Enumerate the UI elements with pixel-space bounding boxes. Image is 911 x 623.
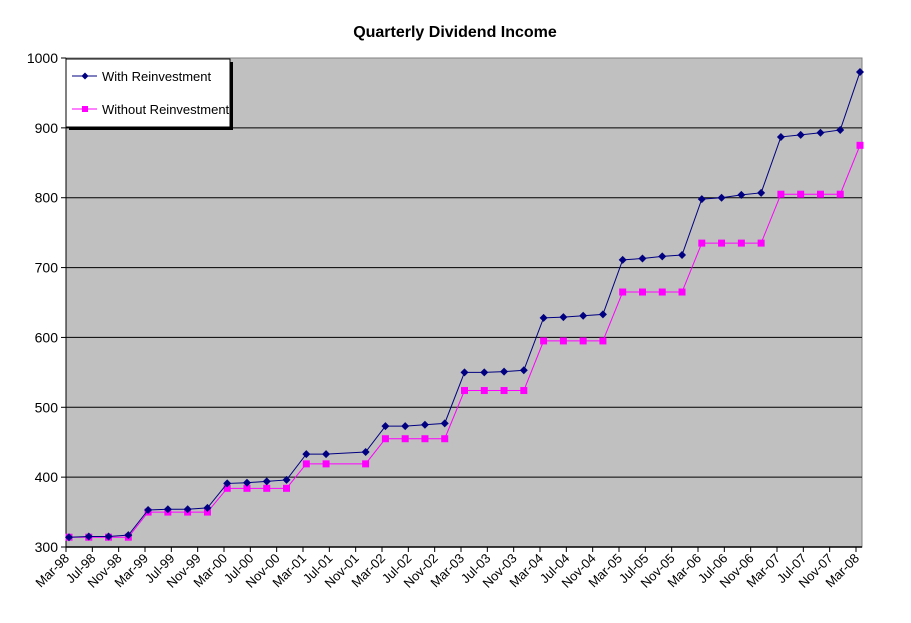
data-point xyxy=(776,132,785,141)
data-point xyxy=(65,533,73,542)
data-point xyxy=(599,337,607,345)
data-point xyxy=(163,505,172,514)
data-point xyxy=(816,128,825,137)
y-tick-label: 500 xyxy=(35,399,59,415)
data-point xyxy=(856,67,864,76)
data-point xyxy=(500,367,509,376)
y-tick-label: 700 xyxy=(35,260,59,276)
data-point xyxy=(262,477,271,486)
y-tick-label: 800 xyxy=(35,190,59,206)
y-tick-label: 900 xyxy=(35,120,59,136)
legend-box xyxy=(65,58,231,128)
legend: With Reinvestment Without Reinvestment xyxy=(65,58,233,130)
data-point xyxy=(777,190,785,198)
legend-label: Without Reinvestment xyxy=(102,102,230,117)
data-point xyxy=(361,447,370,456)
data-point xyxy=(658,288,666,296)
data-point xyxy=(223,479,232,488)
data-point xyxy=(757,239,765,247)
legend-label: With Reinvestment xyxy=(102,69,211,84)
data-point xyxy=(282,475,291,484)
y-axis: 300 400 500 600 700 800 900 1000 xyxy=(27,50,67,555)
data-point xyxy=(203,508,211,516)
data-point xyxy=(678,288,686,296)
data-point xyxy=(658,252,667,261)
data-point xyxy=(836,190,844,198)
data-point xyxy=(441,435,449,443)
square-marker-icon xyxy=(82,106,88,112)
data-point xyxy=(816,190,824,198)
data-point xyxy=(203,503,212,512)
data-point xyxy=(381,422,390,431)
data-point xyxy=(559,337,567,345)
data-point xyxy=(579,337,587,345)
data-point xyxy=(618,255,627,264)
chart-title: Quarterly Dividend Income xyxy=(353,24,557,41)
data-point xyxy=(520,387,528,395)
series-with-reinvestment xyxy=(65,67,864,542)
data-point xyxy=(401,422,410,431)
data-point xyxy=(440,419,449,428)
data-point xyxy=(619,288,627,296)
data-point xyxy=(718,239,726,247)
legend-item-with-reinvestment: With Reinvestment xyxy=(72,69,211,84)
data-point xyxy=(519,366,528,375)
data-point xyxy=(322,450,331,459)
data-point xyxy=(263,484,271,492)
data-point xyxy=(322,460,330,468)
y-tick-label: 300 xyxy=(35,539,59,555)
data-point xyxy=(856,141,864,149)
data-point xyxy=(223,484,231,492)
data-point xyxy=(697,195,706,204)
diamond-marker-icon xyxy=(81,72,89,80)
data-point xyxy=(362,460,370,468)
data-point xyxy=(381,435,389,443)
data-point xyxy=(302,450,311,459)
data-point xyxy=(480,387,488,395)
data-point xyxy=(598,310,607,319)
data-point xyxy=(540,337,548,345)
data-point xyxy=(539,313,548,322)
data-point xyxy=(302,460,310,468)
data-point xyxy=(421,435,429,443)
data-point xyxy=(283,484,291,492)
data-point xyxy=(757,188,766,197)
data-point xyxy=(460,368,469,377)
y-tick-label: 400 xyxy=(35,469,59,485)
series-layer xyxy=(65,67,864,542)
data-point xyxy=(84,532,93,541)
x-axis: Mar-98Jul-98Nov-98Mar-99Jul-99Nov-99Mar-… xyxy=(32,546,862,591)
data-point xyxy=(638,288,646,296)
data-point xyxy=(737,190,746,199)
data-point xyxy=(579,311,588,320)
data-point xyxy=(698,239,706,247)
data-point xyxy=(717,193,726,202)
plot-area xyxy=(65,57,863,548)
data-point xyxy=(242,478,251,487)
data-point xyxy=(500,387,508,395)
data-point xyxy=(737,239,745,247)
data-point xyxy=(420,420,429,429)
data-point xyxy=(559,313,568,322)
data-point xyxy=(104,532,113,541)
legend-item-without-reinvestment: Without Reinvestment xyxy=(72,102,230,117)
data-point xyxy=(183,505,192,514)
data-point xyxy=(796,130,805,139)
data-point xyxy=(638,254,647,263)
data-point xyxy=(243,484,251,492)
data-point xyxy=(480,368,489,377)
data-point xyxy=(461,387,468,395)
data-point xyxy=(401,435,409,443)
data-point xyxy=(678,250,687,259)
data-point xyxy=(144,505,153,514)
y-tick-label: 1000 xyxy=(27,50,58,66)
x-tick-label: Mar-98 xyxy=(32,551,72,591)
data-point xyxy=(124,531,133,540)
data-point xyxy=(797,190,805,198)
y-tick-label: 600 xyxy=(35,329,59,345)
data-point xyxy=(836,125,845,134)
